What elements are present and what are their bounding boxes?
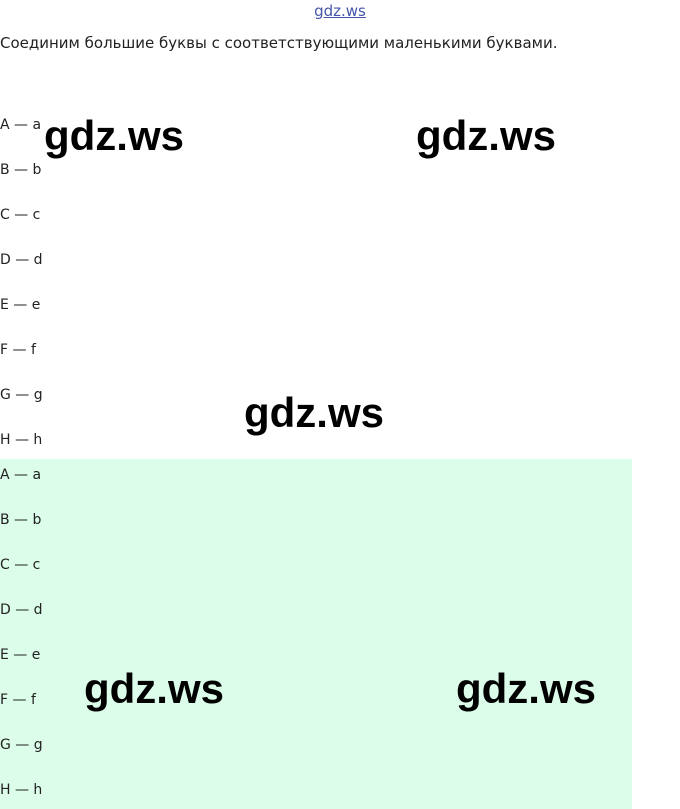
pair: D — d bbox=[0, 602, 43, 618]
watermark: gdz.ws bbox=[44, 112, 185, 159]
pair: H — h bbox=[0, 782, 43, 798]
pair: H — h bbox=[0, 432, 43, 448]
pair: F — f bbox=[0, 342, 36, 358]
pair: C — c bbox=[0, 557, 41, 573]
pair: F — f bbox=[0, 692, 36, 708]
pair: A — a bbox=[0, 467, 42, 483]
watermark: gdz.ws bbox=[244, 389, 385, 436]
pair: B — b bbox=[0, 512, 42, 528]
pair: C — c bbox=[0, 207, 41, 223]
watermark: gdz.ws bbox=[456, 665, 597, 712]
watermark: gdz.ws bbox=[416, 112, 557, 159]
pair: E — e bbox=[0, 647, 41, 663]
pair: G — g bbox=[0, 737, 43, 753]
pair: D — d bbox=[0, 252, 43, 268]
pair: G — g bbox=[0, 387, 43, 403]
watermark: gdz.ws bbox=[84, 665, 225, 712]
instruction: Соединим большие буквы с соответствующим… bbox=[0, 34, 558, 52]
site-header[interactable]: gdz.ws bbox=[314, 2, 366, 20]
pair: E — e bbox=[0, 297, 41, 313]
pair: B — b bbox=[0, 162, 42, 178]
answer-block bbox=[0, 459, 632, 809]
pair: A — a bbox=[0, 117, 42, 133]
